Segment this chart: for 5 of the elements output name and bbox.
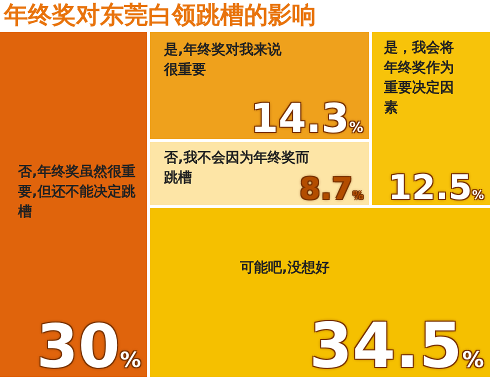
category-label: 是,年终奖对我来说很重要 [164, 41, 282, 80]
category-label: 是，我会将年终奖作为重要决定因素 [384, 39, 456, 118]
category-label: 否,年终奖虽然很重要,但还不能决定跳槽 [18, 163, 136, 222]
category-label: 可能吧,没想好 [240, 259, 330, 278]
text: 年终奖对东莞白领跳槽的影响 [4, 0, 316, 30]
